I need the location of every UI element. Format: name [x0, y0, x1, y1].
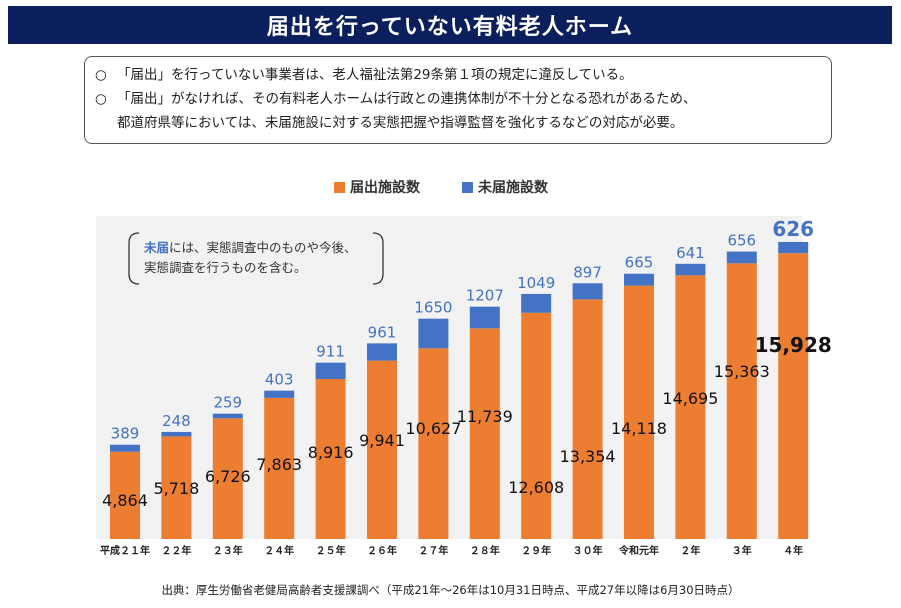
x-tick-label: ２７年 — [418, 544, 448, 557]
x-tick-label: ２２年 — [161, 544, 191, 557]
x-tick-label: 令和元年 — [618, 544, 659, 557]
label-unregistered: 1650 — [414, 299, 452, 317]
bar-unregistered — [367, 343, 397, 361]
bar-registered — [212, 418, 243, 539]
stacked-bar-chart: 届出施設数 未届施設数 未届には、実態調査中のものや今後、 実態調査を行うものを… — [96, 179, 832, 557]
label-registered: 6,726 — [205, 467, 251, 486]
x-tick-label: ２６年 — [367, 544, 397, 557]
legend-label-unregistered: 未届施設数 — [478, 179, 549, 196]
x-tick-label: ２３年 — [213, 544, 243, 557]
bar-unregistered — [778, 241, 809, 254]
x-tick-label: 平成２１年 — [100, 544, 150, 557]
legend: 届出施設数 未届施設数 — [334, 179, 549, 196]
label-registered: 4,864 — [102, 491, 148, 510]
note-line-1: ○ 「届出」を行っていない事業者は、老人福祉法第29条第１項の規定に違反している。 — [95, 63, 821, 87]
bar-unregistered — [212, 413, 243, 419]
label-unregistered: 656 — [727, 232, 756, 250]
labels-group: 389 4,864 平成２１年 248 5,718 ２２年 259 6,726 ２３年 403 7,… — [100, 217, 832, 557]
label-registered: 12,608 — [508, 478, 564, 497]
x-tick-label: ２９年 — [521, 544, 551, 557]
legend-swatch-registered — [334, 182, 345, 193]
bar-unregistered — [624, 273, 654, 286]
bullet-circle: ○ — [95, 67, 107, 83]
bar-unregistered — [572, 283, 603, 300]
label-registered: 5,718 — [153, 479, 199, 498]
annotation-highlight: 未届 — [143, 240, 169, 255]
bar-unregistered — [264, 390, 295, 398]
bar-unregistered — [726, 251, 757, 264]
bar-unregistered — [521, 293, 552, 313]
annotation: 未届には、実態調査中のものや今後、 実態調査を行うものを含む。 — [128, 232, 384, 285]
label-registered: 10,627 — [405, 419, 461, 438]
x-tick-label: ３０年 — [573, 544, 603, 557]
annotation-bracket-right — [372, 232, 384, 285]
bar-registered — [367, 360, 397, 539]
bar-registered — [778, 253, 809, 539]
x-tick-label: ２年 — [680, 544, 700, 557]
x-tick-label: ２５年 — [316, 544, 346, 557]
bar-unregistered — [110, 444, 140, 452]
source-note: 出典：厚生労働省老健局高齢者支援課調べ（平成21年～26年は10月31日時点、平… — [161, 583, 740, 597]
bar-registered — [315, 379, 346, 539]
label-unregistered: 1049 — [517, 274, 555, 292]
bar-registered — [624, 285, 654, 539]
x-tick-label: ２４年 — [264, 544, 294, 557]
label-registered: 7,863 — [256, 455, 302, 474]
legend-swatch-unregistered — [462, 182, 473, 193]
bar-unregistered — [418, 318, 449, 349]
bar-unregistered — [315, 362, 346, 380]
bar-registered — [110, 451, 140, 539]
label-unregistered: 248 — [162, 412, 191, 430]
bar-registered — [726, 263, 757, 539]
bars-group — [110, 241, 809, 539]
bar-registered — [161, 436, 192, 539]
bar-registered — [572, 299, 603, 539]
note-text-3: 都道府県等においては、未届施設に対する実態把握や指導監督を強化するなどの対応が必… — [117, 115, 684, 131]
notes-box: ○ 「届出」を行っていない事業者は、老人福祉法第29条第１項の規定に違反している。… — [84, 56, 832, 144]
label-unregistered: 911 — [316, 343, 345, 361]
label-registered: 9,941 — [359, 431, 405, 450]
annotation-bracket-left — [128, 232, 140, 285]
label-registered: 14,695 — [662, 389, 718, 408]
bar-registered — [521, 312, 552, 539]
bar-unregistered — [469, 306, 500, 329]
bar-registered — [675, 275, 706, 539]
label-registered: 15,928 — [755, 333, 832, 357]
label-unregistered: 897 — [573, 263, 602, 281]
label-unregistered: 641 — [676, 244, 705, 262]
bar-unregistered — [161, 431, 192, 437]
bar-registered — [418, 348, 449, 539]
label-unregistered: 1207 — [466, 287, 504, 305]
page-title: 届出を行っていない有料老人ホーム — [8, 6, 892, 44]
bullet-circle: ○ — [95, 91, 107, 107]
note-text-1: 「届出」を行っていない事業者は、老人福祉法第29条第１項の規定に違反している。 — [117, 67, 633, 83]
label-registered: 15,363 — [714, 362, 770, 381]
annotation-line-1: 未届には、実態調査中のものや今後、 — [143, 240, 357, 255]
note-line-2: ○ 「届出」がなければ、その有料老人ホームは行政との連携体制が不十分となる恐れがあ… — [95, 87, 821, 111]
label-registered: 11,739 — [457, 407, 513, 426]
label-registered: 13,354 — [560, 447, 616, 466]
bar-unregistered — [675, 263, 706, 276]
bar-registered — [469, 328, 500, 539]
label-unregistered: 259 — [213, 394, 242, 412]
label-unregistered: 961 — [368, 323, 397, 341]
legend-label-registered: 届出施設数 — [350, 179, 421, 196]
annotation-text-1: には、実態調査中のものや今後、 — [169, 240, 357, 255]
label-registered: 8,916 — [308, 443, 354, 462]
bar-registered — [264, 397, 295, 539]
label-unregistered: 403 — [265, 371, 294, 389]
annotation-line-2: 実態調査を行うものを含む。 — [144, 260, 307, 275]
label-unregistered: 665 — [625, 254, 654, 272]
note-text-2: 「届出」がなければ、その有料老人ホームは行政との連携体制が不十分となる恐れがある… — [117, 91, 697, 107]
x-tick-label: ２８年 — [470, 544, 500, 557]
label-unregistered: 389 — [111, 425, 140, 443]
x-tick-label: ４年 — [783, 544, 803, 557]
x-tick-label: ３年 — [732, 544, 752, 557]
label-unregistered: 626 — [772, 217, 814, 241]
label-registered: 14,118 — [611, 419, 667, 438]
note-line-3: 都道府県等においては、未届施設に対する実態把握や指導監督を強化するなどの対応が必… — [95, 111, 821, 135]
